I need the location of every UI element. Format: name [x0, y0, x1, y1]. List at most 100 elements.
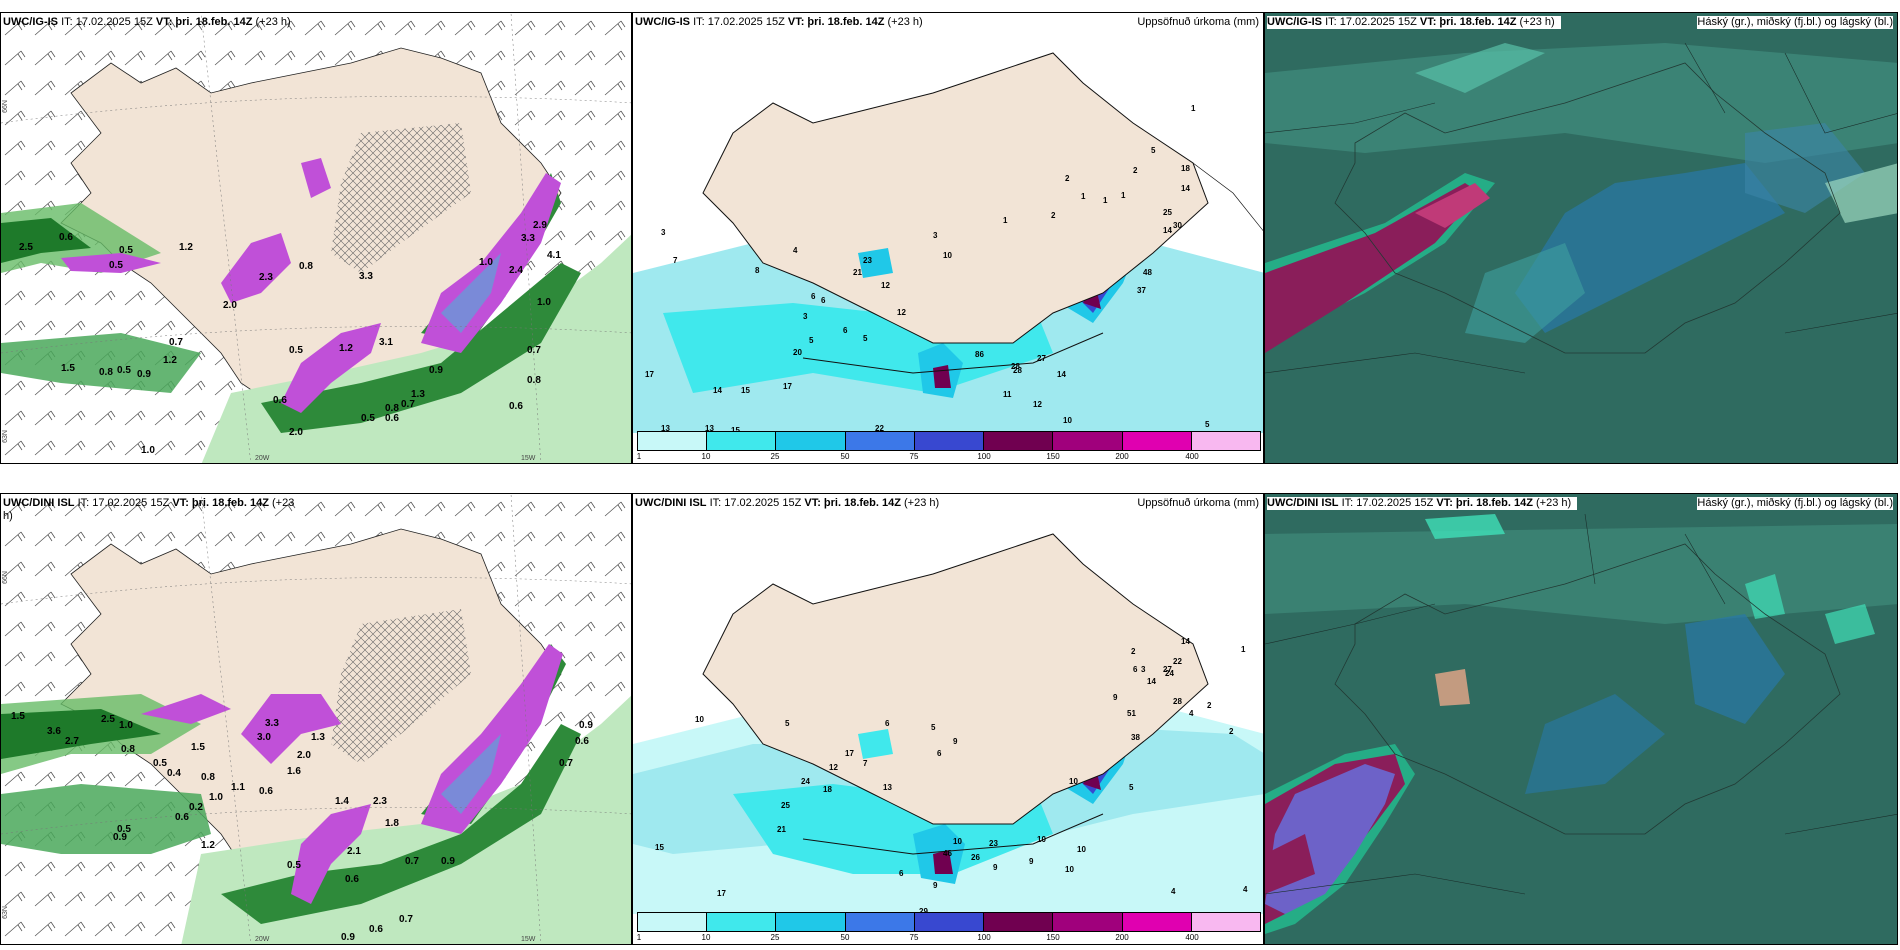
precip-colorbar: 1 10 25 50 75 100 150 200 400 [637, 912, 1261, 942]
svg-text:86: 86 [975, 350, 984, 359]
svg-text:5: 5 [809, 336, 814, 345]
precip-colorbar: 1 10 25 50 75 100 150 200 400 [637, 431, 1261, 461]
svg-text:26: 26 [971, 853, 980, 862]
svg-text:3: 3 [661, 228, 666, 237]
svg-text:0.5: 0.5 [361, 413, 375, 424]
colorbar-label: 25 [770, 452, 780, 461]
colorbar-swatch [1191, 913, 1260, 931]
svg-text:2: 2 [1133, 166, 1138, 175]
svg-text:14: 14 [1147, 677, 1156, 686]
svg-text:10: 10 [1065, 865, 1074, 874]
svg-text:1.4: 1.4 [335, 796, 349, 807]
svg-text:5: 5 [785, 719, 790, 728]
svg-text:24: 24 [801, 777, 810, 786]
svg-text:12: 12 [829, 763, 838, 772]
svg-text:1: 1 [1081, 192, 1086, 201]
colorbar-label: 50 [840, 933, 850, 942]
svg-text:1: 1 [1103, 196, 1108, 205]
svg-text:22: 22 [1173, 657, 1182, 666]
svg-text:21: 21 [777, 825, 786, 834]
colorbar-label: 200 [1115, 452, 1129, 461]
svg-text:14: 14 [1181, 184, 1190, 193]
svg-text:15: 15 [731, 426, 740, 435]
svg-text:28: 28 [1173, 697, 1182, 706]
svg-text:25: 25 [1163, 208, 1172, 217]
svg-text:6: 6 [811, 292, 816, 301]
svg-text:10: 10 [1063, 416, 1072, 425]
colorbar-swatch [1191, 432, 1260, 450]
svg-text:29: 29 [919, 907, 928, 916]
svg-text:17: 17 [783, 382, 792, 391]
colorbar-label: 400 [1185, 452, 1199, 461]
svg-text:23: 23 [863, 256, 872, 265]
panel-field-label: Háský (gr.), miðský (fj.bl.) og lágský (… [1697, 497, 1893, 510]
svg-text:1.5: 1.5 [61, 363, 75, 374]
svg-text:1.0: 1.0 [141, 445, 155, 456]
panel-bottom-mid-accum-precip: UWC/DINI ISL IT: 17.02.2025 15Z VT: þri.… [632, 493, 1264, 945]
panel-title: UWC/IG-IS IT: 17.02.2025 15Z VT: þri. 18… [635, 16, 923, 28]
svg-text:1.0: 1.0 [537, 297, 551, 308]
svg-text:15: 15 [655, 843, 664, 852]
svg-text:6: 6 [937, 749, 942, 758]
svg-text:0.8: 0.8 [385, 403, 399, 414]
svg-text:5: 5 [863, 334, 868, 343]
svg-text:3.3: 3.3 [265, 718, 279, 729]
colorbar-swatch [707, 913, 777, 931]
colorbar-swatch [707, 432, 777, 450]
svg-text:0.5: 0.5 [289, 345, 303, 356]
svg-text:0.6: 0.6 [385, 413, 399, 424]
panel-top-right-cloud-cover: UWC/IG-IS IT: 17.02.2025 15Z VT: þri. 18… [1264, 12, 1898, 464]
svg-text:0.6: 0.6 [273, 395, 287, 406]
svg-text:28: 28 [1011, 362, 1020, 371]
colorbar-swatch [1122, 432, 1192, 450]
colorbar-swatch [776, 432, 846, 450]
lon-label-15w: 15W [521, 936, 536, 943]
svg-text:0.8: 0.8 [299, 261, 313, 272]
svg-text:7: 7 [673, 256, 678, 265]
svg-text:0.7: 0.7 [527, 345, 541, 356]
svg-text:48: 48 [1143, 268, 1152, 277]
svg-text:23: 23 [989, 839, 998, 848]
svg-text:51: 51 [1127, 709, 1136, 718]
svg-text:0.5: 0.5 [117, 824, 131, 835]
colorbar-label: 10 [701, 933, 711, 942]
svg-text:24: 24 [1165, 669, 1174, 678]
svg-text:2.0: 2.0 [289, 427, 303, 438]
colorbar-swatch [845, 913, 915, 931]
svg-text:0.8: 0.8 [99, 367, 113, 378]
svg-text:2: 2 [1065, 174, 1070, 183]
svg-text:5: 5 [1129, 783, 1134, 792]
svg-text:9: 9 [933, 881, 938, 890]
map-cloud-cover-dini [1265, 512, 1897, 944]
svg-text:37: 37 [1137, 286, 1146, 295]
map-accum-precip-dini: 1 14 2 22 6 24 14 27 3 28 9 51 4 38 2 2 10 5 6 5 10 17… [633, 533, 1263, 916]
svg-text:6: 6 [899, 869, 904, 878]
svg-text:1.2: 1.2 [339, 343, 353, 354]
svg-text:11: 11 [1003, 390, 1012, 399]
svg-text:1.2: 1.2 [201, 840, 215, 851]
colorbar-label: 10 [701, 452, 711, 461]
svg-text:12: 12 [897, 308, 906, 317]
svg-text:3.3: 3.3 [521, 233, 535, 244]
svg-text:9: 9 [1029, 857, 1034, 866]
colorbar-swatches [637, 912, 1261, 932]
panel-top-left-wind-precip: UWC/IG-IS IT: 17.02.2025 15Z VT: þri. 18… [0, 12, 632, 464]
svg-text:1.2: 1.2 [163, 355, 177, 366]
svg-text:2.5: 2.5 [19, 242, 33, 253]
svg-text:1.5: 1.5 [191, 742, 205, 753]
svg-text:1: 1 [1241, 645, 1246, 654]
colorbar-swatches [637, 431, 1261, 451]
colorbar-swatch [1122, 913, 1192, 931]
svg-text:1: 1 [1191, 104, 1196, 113]
svg-text:10: 10 [943, 251, 952, 260]
svg-text:6: 6 [1133, 665, 1138, 674]
svg-text:10: 10 [953, 837, 962, 846]
svg-text:21: 21 [853, 268, 862, 277]
svg-text:2: 2 [1207, 701, 1212, 710]
svg-text:0.5: 0.5 [119, 245, 133, 256]
map-wind-precip-igis: 2.50.60.5 1.20.52.0 2.30.83.3 1.01.23.1 … [1, 13, 631, 463]
colorbar-labels: 1 10 25 50 75 100 150 200 400 [637, 451, 1261, 463]
svg-text:2.9: 2.9 [533, 220, 547, 231]
svg-text:9: 9 [953, 737, 958, 746]
